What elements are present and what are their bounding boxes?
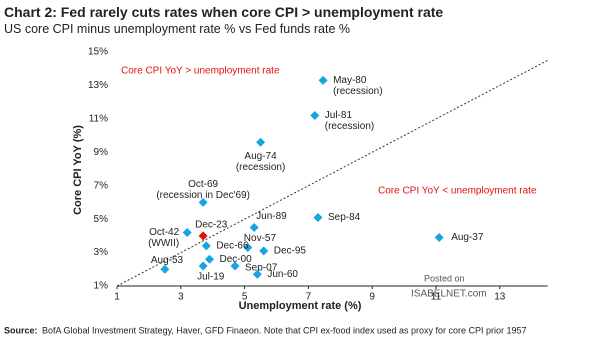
x-axis-title: Unemployment rate (%) xyxy=(239,300,362,312)
x-tick-label: 1 xyxy=(114,292,120,303)
y-tick-label: 15% xyxy=(88,47,108,58)
diagonal xyxy=(116,59,548,287)
point-label: Aug-74 xyxy=(244,151,277,162)
y-tick-label: 11% xyxy=(89,113,108,124)
point xyxy=(198,197,208,207)
point-label: Jul-19 xyxy=(197,272,225,283)
point xyxy=(259,246,269,256)
point-note: (recession in Dec'69) xyxy=(156,190,250,201)
point xyxy=(434,233,444,243)
point xyxy=(182,228,192,238)
point xyxy=(230,261,240,271)
point-note: (WWII) xyxy=(148,238,179,249)
point-label: Oct-42 xyxy=(149,227,179,238)
watermark: Posted on xyxy=(424,273,465,283)
x-tick-label: 5 xyxy=(242,292,248,303)
point-label: Dec-66 xyxy=(216,241,249,252)
y-tick-label: 7% xyxy=(94,180,109,191)
point xyxy=(318,75,328,85)
point xyxy=(252,269,262,279)
point-note: (recession) xyxy=(333,86,382,97)
x-tick-label: 13 xyxy=(494,292,506,303)
x-tick-label: 7 xyxy=(306,292,312,303)
point-label: Dec-23 xyxy=(195,219,228,230)
point-note: (recession) xyxy=(236,162,285,173)
point xyxy=(313,212,323,222)
source-label: Source: xyxy=(4,325,38,335)
point xyxy=(160,264,170,274)
point-label: Oct-69 xyxy=(188,179,218,190)
point-label: Jun-60 xyxy=(267,269,298,280)
point xyxy=(310,111,320,121)
watermark: ISABELNET.com xyxy=(411,289,487,300)
point xyxy=(249,223,259,232)
point-label: Dec-95 xyxy=(274,246,307,257)
y-axis-title: Core CPI YoY (%) xyxy=(72,125,84,215)
point xyxy=(198,231,208,241)
point xyxy=(205,254,215,264)
x-tick-label: 3 xyxy=(178,292,184,303)
point xyxy=(198,261,208,271)
point-label: Nov-57 xyxy=(244,233,277,244)
point-note: (recession) xyxy=(325,121,374,132)
point xyxy=(256,137,266,147)
point-label: Aug-37 xyxy=(451,232,484,243)
point-label: Aug-53 xyxy=(151,255,184,266)
point-label: Dec-00 xyxy=(220,254,253,265)
y-tick-label: 5% xyxy=(94,214,109,225)
point-label: Jul-81 xyxy=(325,110,353,121)
y-tick-label: 1% xyxy=(94,281,109,292)
source: BofA Global Investment Strategy, Haver, … xyxy=(42,325,527,335)
y-tick-label: 3% xyxy=(94,247,109,258)
chart-subtitle: US core CPI minus unemployment rate % vs… xyxy=(4,22,350,36)
point-label: Sep-84 xyxy=(328,212,361,223)
y-tick-label: 9% xyxy=(94,147,109,158)
point xyxy=(201,241,211,251)
x-tick-label: 9 xyxy=(369,292,375,303)
point-label: Sep-07 xyxy=(245,263,278,274)
x-tick-label: 11 xyxy=(431,292,442,303)
annotation: Core CPI YoY > unemployment rate xyxy=(121,66,280,77)
point-label: Jun-89 xyxy=(256,211,287,222)
chart-title: Chart 2: Fed rarely cuts rates when core… xyxy=(4,4,443,20)
annotation: Core CPI YoY < unemployment rate xyxy=(378,186,537,197)
point-label: May-80 xyxy=(333,75,367,86)
y-tick-label: 13% xyxy=(88,80,108,91)
point xyxy=(243,243,253,253)
